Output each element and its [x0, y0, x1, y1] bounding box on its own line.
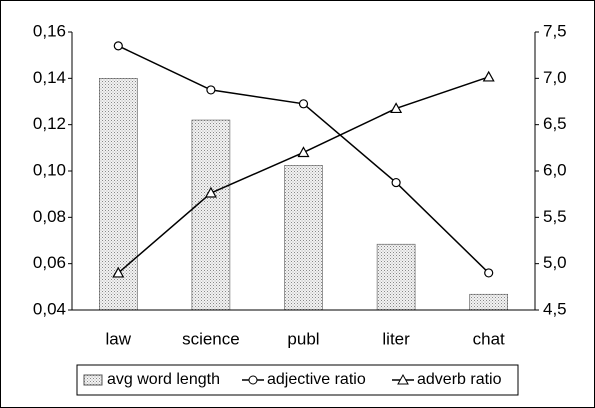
y-tick-label: 0,06: [33, 253, 66, 272]
legend-swatch: [83, 374, 103, 386]
x-tick-label: chat: [473, 329, 505, 348]
legend-swatch: [397, 373, 409, 385]
marker: [204, 186, 217, 198]
bar: [469, 293, 509, 311]
bar: [284, 165, 323, 311]
marker: [298, 99, 309, 109]
x-tick-label: law: [106, 329, 132, 348]
y2-tick-label: 4,5: [543, 299, 567, 318]
marker: [206, 85, 216, 95]
marker: [112, 266, 125, 278]
x-tick-label: publ: [287, 329, 319, 348]
y-tick-label: 0,14: [33, 68, 66, 87]
y-tick-label: 0,16: [33, 21, 66, 40]
y2-tick-label: 6,5: [543, 114, 567, 133]
legend-swatch: [248, 375, 258, 385]
y-tick-label: 0,04: [33, 299, 66, 318]
y2-tick-label: 6,0: [543, 160, 567, 179]
y2-tick-label: 5,5: [543, 207, 567, 226]
marker: [484, 268, 494, 278]
marker: [482, 70, 495, 82]
y2-tick-label: 7,5: [543, 21, 567, 40]
marker: [391, 177, 401, 188]
bar: [191, 119, 231, 311]
x-tick-label: liter: [382, 329, 410, 348]
marker: [297, 146, 310, 158]
y-tick-label: 0,12: [33, 114, 66, 133]
y2-tick-label: 5,0: [543, 253, 567, 272]
marker: [390, 102, 403, 114]
bar: [376, 243, 416, 311]
legend-label: adjective ratio: [267, 371, 366, 388]
y2-tick-label: 7,0: [543, 68, 567, 87]
y-tick-label: 0,10: [33, 160, 66, 179]
x-tick-label: science: [182, 329, 240, 348]
legend: [76, 364, 519, 396]
y-tick-label: 0,08: [33, 207, 66, 226]
marker: [113, 41, 123, 51]
legend-label: adverb ratio: [417, 371, 502, 388]
legend-label: avg word length: [107, 371, 220, 388]
